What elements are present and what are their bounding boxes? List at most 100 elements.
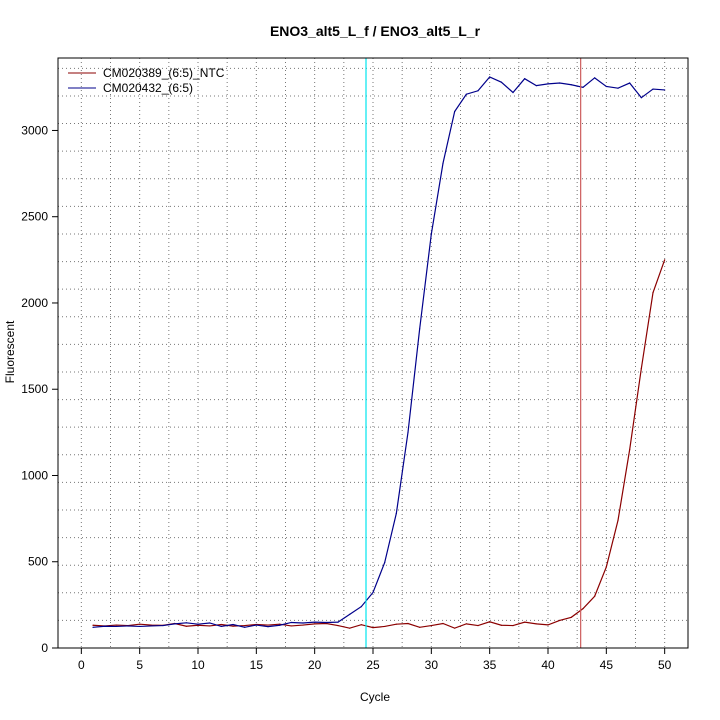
grid: [58, 58, 688, 649]
data-point: [372, 591, 374, 594]
y-tick-label: 500: [28, 555, 48, 569]
data-point: [419, 328, 421, 330]
data-point: [524, 78, 526, 80]
data-point: [314, 621, 316, 623]
y-tick-label: 2500: [21, 210, 48, 224]
data-point: [594, 77, 596, 79]
data-point: [279, 623, 281, 625]
x-axis: 0 5 10 15 20 25 30 35 40 45 50: [78, 648, 672, 672]
x-tick-label: 0: [78, 658, 85, 672]
data-point: [582, 608, 584, 610]
data-point: [384, 562, 386, 564]
series-line: [92, 76, 665, 628]
data-point: [535, 623, 537, 625]
data-point: [407, 431, 409, 433]
y-tick-label: 2000: [21, 296, 48, 310]
data-point: [535, 85, 537, 87]
data-point: [360, 605, 362, 608]
data-point: [395, 512, 397, 515]
data-point: [570, 616, 572, 618]
x-tick-label: 50: [658, 658, 672, 672]
x-tick-label: 35: [483, 658, 497, 672]
data-point: [489, 76, 491, 78]
data-point: [302, 624, 304, 626]
data-point: [640, 367, 642, 370]
data-point: [290, 621, 292, 624]
data-point: [244, 626, 246, 628]
data-point: [570, 84, 572, 86]
x-tick-label: 10: [191, 658, 205, 672]
x-axis-label: Cycle: [360, 690, 390, 704]
data-point: [185, 625, 187, 627]
threshold-lines: [365, 58, 582, 648]
data-point: [92, 624, 94, 626]
y-tick-label: 1500: [21, 382, 48, 396]
data-point: [664, 89, 666, 91]
data-point: [232, 623, 234, 626]
data-point: [489, 621, 491, 623]
y-axis: 0 500 1000 1500 2000 2500 3000: [21, 123, 58, 655]
data-point: [407, 622, 409, 625]
data-point: [454, 110, 456, 113]
y-tick-label: 0: [41, 641, 48, 655]
data-point: [512, 624, 514, 627]
x-tick-label: 45: [600, 658, 614, 672]
data-point: [664, 259, 666, 261]
data-point: [197, 623, 199, 625]
data-point: [372, 627, 374, 629]
series-line: [92, 259, 666, 629]
legend-label: CM020389_(6:5)_NTC: [103, 66, 225, 80]
data-point: [232, 625, 234, 627]
y-tick-label: 3000: [21, 123, 48, 137]
data-point: [349, 627, 351, 629]
data-point: [197, 624, 199, 626]
data-point: [209, 625, 211, 627]
x-tick-label: 25: [366, 658, 380, 672]
data-point: [477, 90, 479, 92]
data-point: [559, 619, 561, 621]
data-point: [582, 86, 584, 88]
data-point: [652, 292, 654, 294]
data-point: [220, 625, 222, 628]
data-point: [115, 625, 117, 628]
data-point: [360, 624, 362, 626]
data-point: [465, 93, 467, 95]
data-point: [150, 625, 152, 627]
data-point: [524, 621, 526, 623]
data-point: [500, 81, 502, 83]
data-point: [454, 627, 456, 629]
y-axis-label: Fluorescent: [3, 320, 17, 383]
data-point: [139, 623, 141, 625]
data-point: [279, 624, 281, 626]
data-point: [127, 625, 129, 627]
data-point: [477, 624, 479, 627]
data-point: [244, 624, 246, 627]
data-point: [302, 622, 304, 624]
data-point: [92, 626, 94, 628]
data-point: [314, 623, 316, 625]
data-point: [430, 233, 432, 235]
data-point: [594, 595, 596, 597]
data-point: [547, 624, 549, 626]
data-point: [104, 625, 106, 627]
chart-title: ENO3_alt5_L_f / ENO3_alt5_L_r: [270, 23, 481, 39]
data-point: [267, 626, 269, 628]
data-point: [640, 97, 642, 99]
data-point: [512, 91, 514, 94]
data-point: [559, 82, 561, 84]
data-point: [617, 519, 619, 521]
series-layer: [92, 76, 666, 629]
data-point: [419, 626, 421, 628]
data-point: [605, 566, 607, 568]
data-point: [629, 449, 631, 451]
x-tick-label: 30: [425, 658, 439, 672]
data-point: [337, 621, 339, 623]
legend-label: CM020432_(6:5): [103, 81, 193, 95]
y-tick-label: 1000: [21, 468, 48, 482]
data-point: [547, 83, 549, 85]
data-point: [185, 622, 187, 624]
x-tick-label: 15: [250, 658, 264, 672]
data-point: [337, 624, 339, 627]
